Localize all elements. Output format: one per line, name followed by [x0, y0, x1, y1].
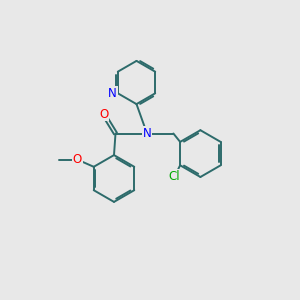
- Text: O: O: [73, 153, 82, 166]
- Text: Cl: Cl: [168, 170, 180, 183]
- Text: O: O: [99, 107, 108, 121]
- Text: N: N: [142, 127, 152, 140]
- Text: N: N: [108, 87, 117, 100]
